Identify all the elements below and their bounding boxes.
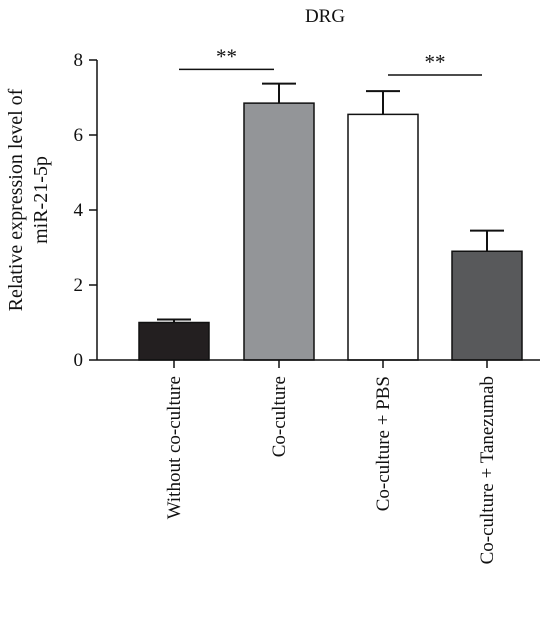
- plot-area: 0 2 4 6 8 Without co-culture Co-culture Co-cult…: [74, 44, 540, 564]
- y-tick-label: 0: [74, 350, 84, 371]
- chart-title: DRG: [305, 6, 345, 27]
- y-tick-label: 2: [74, 275, 84, 296]
- x-tick-label: Co-culture + Tanezumab: [477, 376, 498, 564]
- y-axis-label: Relative expression level of miR-21-5p: [5, 88, 52, 311]
- y-axis-label-line-2: miR-21-5p: [30, 156, 52, 244]
- significance-label: **: [216, 44, 237, 68]
- significance-label: **: [425, 50, 446, 74]
- bar: [243, 102, 315, 361]
- y-tick-label: 8: [74, 50, 84, 71]
- y-axis-label-line-1: Relative expression level of: [5, 88, 27, 311]
- x-tick-label: Co-culture: [269, 376, 290, 457]
- x-tick-label: Without co-culture: [164, 376, 185, 519]
- y-tick-label: 6: [74, 125, 84, 146]
- bar: [138, 321, 210, 361]
- x-tick-label: Co-culture + PBS: [373, 376, 394, 511]
- bar: [451, 250, 523, 361]
- bar: [347, 113, 419, 361]
- y-tick-label: 4: [74, 200, 84, 221]
